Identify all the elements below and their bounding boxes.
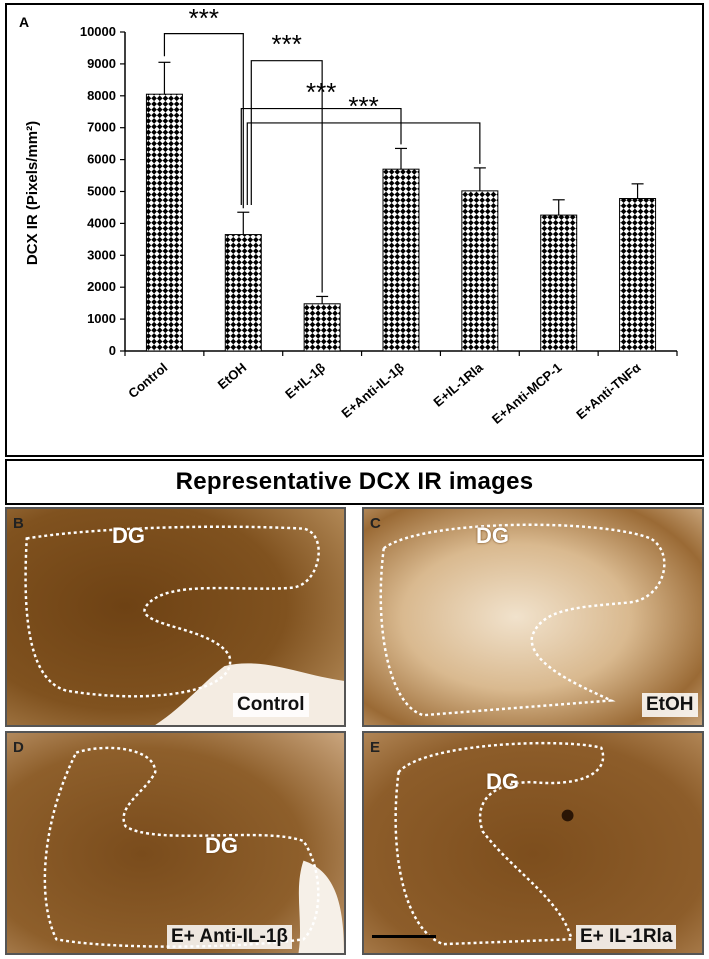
bar-1 [224,234,262,352]
region-label: DG [205,833,238,858]
y-tick-label: 9000 [87,56,116,71]
region-label: DG [486,769,519,794]
significance-bracket-0 [163,32,244,209]
y-ticks: 0 1000 2000 3000 4000 5000 6000 7000 8000 9000 100… [80,24,125,358]
region-label: DG [112,523,145,548]
bar-6 [619,198,657,352]
x-tick-labels: Control EtOH E+IL-1β E+Anti-IL-1β E+IL-1Rla E… [125,359,643,426]
bar-chart: A DCX IR (Pixels/mm²) 0 1000 2000 3000 4000 5… [19,5,678,427]
significance-label-1: *** [272,29,302,59]
region-label: DG [476,523,509,548]
y-tick-label: 7000 [87,120,116,135]
y-tick-label: 8000 [87,88,116,103]
x-tick-label-2: E+IL-1β [282,360,328,402]
images-header-title: Representative DCX IR images [175,468,534,495]
micrograph-control: B DG Control [5,507,346,727]
micrograph-image [364,509,702,725]
y-tick-label: 10000 [80,24,116,39]
scale-bar [372,935,436,938]
x-tick-label-0: Control [125,360,170,401]
bar-4 [461,190,499,352]
y-tick-label: 4000 [87,215,116,230]
panel-letter-a: A [19,14,29,30]
significance-bracket-2 [240,107,402,205]
error-bars [158,61,644,304]
x-tick-label-6: E+Anti-TNFα [573,360,643,422]
bar-2 [303,303,341,352]
condition-label: E+ IL-1Rla [576,925,677,949]
significance-bracket-3 [246,122,481,205]
panel-letter: D [13,739,24,756]
y-tick-label: 0 [109,343,116,358]
micrograph-etoh: C DG EtOH [362,507,704,727]
significance-brackets: ********* *** [163,5,481,293]
x-tick-label-1: EtOH [215,360,250,392]
significance-label-0: *** [189,5,219,33]
y-tick-label: 3000 [87,247,116,262]
panel-letter: E [370,739,381,756]
bar-3 [382,168,420,352]
micrograph-anti-il1b: D DG E+ Anti-IL-1β [5,731,346,955]
micrograph-il1ra: E DG E+ IL-1Rla [362,731,704,955]
x-tick-label-3: E+Anti-IL-1β [338,360,407,421]
x-tick-label-5: E+Anti-MCP-1 [489,360,565,427]
micrograph-image [364,733,702,953]
y-axis-label: DCX IR (Pixels/mm²) [24,121,41,265]
panel-letter: C [370,515,381,532]
condition-label: E+ Anti-IL-1β [167,925,292,949]
bar-chart-panel: A DCX IR (Pixels/mm²) 0 1000 2000 3000 4000 5… [5,3,704,457]
images-header: Representative DCX IR images [5,459,704,505]
bars [145,93,657,352]
y-tick-label: 1000 [87,311,116,326]
bar-0 [145,93,183,352]
y-tick-label: 2000 [87,279,116,294]
y-tick-label: 6000 [87,152,116,167]
panel-letter: B [13,515,24,532]
condition-label: EtOH [642,693,698,717]
significance-label-3: *** [348,91,378,121]
micrograph-image [7,733,344,953]
x-tick-label-4: E+IL-1Rla [430,359,486,409]
y-tick-label: 5000 [87,184,116,199]
significance-bracket-1 [250,60,323,293]
condition-label: Control [233,693,309,717]
significance-label-2: *** [306,77,336,107]
bar-5 [540,214,578,352]
